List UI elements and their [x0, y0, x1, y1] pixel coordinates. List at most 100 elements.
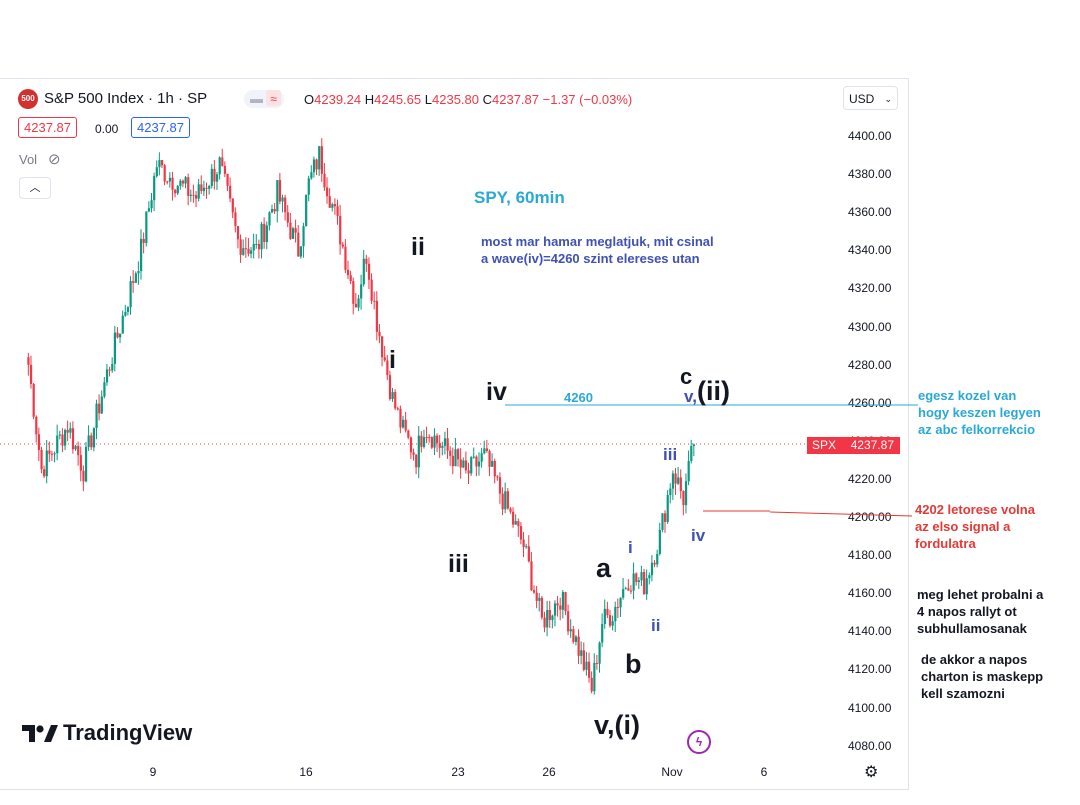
candle-body: [648, 575, 651, 579]
wave-label-small-i: i: [628, 538, 633, 557]
candle-body: [417, 435, 420, 468]
buy-price-box[interactable]: 4237.87: [131, 117, 190, 138]
settings-gear-icon[interactable]: ⚙: [864, 764, 879, 781]
wave-label-v-comma: v,: [684, 387, 697, 406]
candle-body: [632, 573, 635, 591]
candle-body: [650, 562, 654, 576]
y-tick: 4400.00: [848, 129, 892, 143]
candle-body: [153, 176, 156, 201]
candle-body: [425, 437, 428, 439]
x-tick-nov: Nov: [661, 765, 683, 779]
candle-body: [215, 174, 219, 182]
candle-body: [386, 360, 389, 376]
candle-body: [310, 172, 313, 179]
symbol-title[interactable]: S&P 500 Index · 1h · SP: [44, 90, 208, 107]
candle-body: [504, 491, 507, 510]
candle-body: [37, 434, 41, 450]
wave-label-b: b: [625, 649, 642, 679]
candle-body: [653, 562, 656, 565]
candle-body: [491, 460, 494, 467]
candle-body: [255, 243, 258, 245]
sell-price-box[interactable]: 4237.87: [18, 117, 77, 138]
candle-body: [346, 269, 350, 276]
wave-label-small-iv: iv: [691, 526, 706, 545]
candle-body: [32, 383, 35, 417]
candle-body: [252, 243, 255, 251]
candle-body: [58, 434, 61, 436]
candle-body: [265, 225, 268, 243]
candle-body: [619, 597, 622, 608]
candle-body: [493, 460, 496, 477]
candle-body: [318, 146, 321, 170]
candle-body: [381, 336, 384, 358]
candle-body: [103, 382, 106, 397]
candle-body: [373, 300, 376, 302]
candle-body: [595, 662, 599, 664]
candle-body: [90, 435, 93, 448]
candle-body: [412, 452, 415, 455]
symbol-badge: 500: [18, 89, 38, 109]
candle-body: [669, 488, 672, 496]
candle-body: [656, 553, 659, 565]
y-tick: 4360.00: [848, 205, 892, 220]
candle-body: [192, 194, 195, 196]
candle-body: [213, 168, 216, 182]
candle-body: [451, 455, 454, 467]
wave-label-small-iii: iii: [663, 445, 678, 464]
candle-body: [548, 609, 551, 621]
currency-select[interactable]: USD ⌄: [843, 86, 898, 110]
candle-body: [480, 453, 483, 462]
candle-body: [242, 248, 245, 255]
candle-body: [291, 228, 295, 239]
candle-body: [616, 606, 620, 608]
candle-body: [420, 435, 423, 447]
candle-body: [459, 459, 462, 468]
candle-body: [530, 561, 533, 591]
candle-body: [307, 178, 310, 195]
candle-body: [357, 298, 360, 308]
volume-label[interactable]: Vol: [19, 152, 38, 167]
candles-group: [27, 138, 696, 695]
candle-body: [588, 661, 591, 678]
candle-body: [289, 222, 292, 239]
wave-label-iii: iii: [448, 550, 469, 578]
flash-icon[interactable]: ϟ: [687, 730, 711, 754]
candle-body: [375, 300, 378, 332]
candle-body: [247, 248, 250, 254]
candle-body: [142, 238, 145, 243]
y-tick: 4300.00: [848, 319, 892, 334]
candle-body: [205, 187, 208, 189]
y-tick: 4260.00: [848, 395, 892, 410]
candle-body: [281, 197, 284, 202]
candle-body: [640, 572, 643, 581]
candle-body: [27, 357, 30, 365]
candle-body: [362, 258, 365, 285]
eye-off-icon[interactable]: ⊘: [48, 151, 61, 168]
candle-body: [305, 194, 308, 227]
candle-body: [514, 521, 517, 525]
candle-body: [45, 450, 48, 477]
candle-body: [35, 416, 38, 435]
visibility-toggle-icon[interactable]: ▬ ≈: [244, 90, 284, 108]
candle-body: [564, 592, 567, 612]
candle-body: [111, 363, 114, 371]
x-tick-16: 16: [299, 765, 313, 779]
candle-body: [189, 194, 192, 196]
collapse-legend-button[interactable]: ︿: [19, 177, 51, 199]
candle-body: [454, 449, 457, 467]
candle-body: [108, 369, 111, 371]
candle-body: [79, 455, 82, 471]
tradingview-logo-icon: [22, 725, 58, 742]
candle-body: [208, 185, 211, 189]
candle-body: [354, 303, 358, 308]
candle-body: [472, 456, 475, 458]
x-tick-6: 6: [760, 765, 768, 779]
candle-body: [561, 592, 565, 610]
candle-body: [556, 603, 559, 606]
candle-body: [163, 165, 166, 182]
candle-body: [210, 168, 213, 186]
candle-body: [331, 204, 334, 208]
candle-body: [391, 392, 394, 399]
